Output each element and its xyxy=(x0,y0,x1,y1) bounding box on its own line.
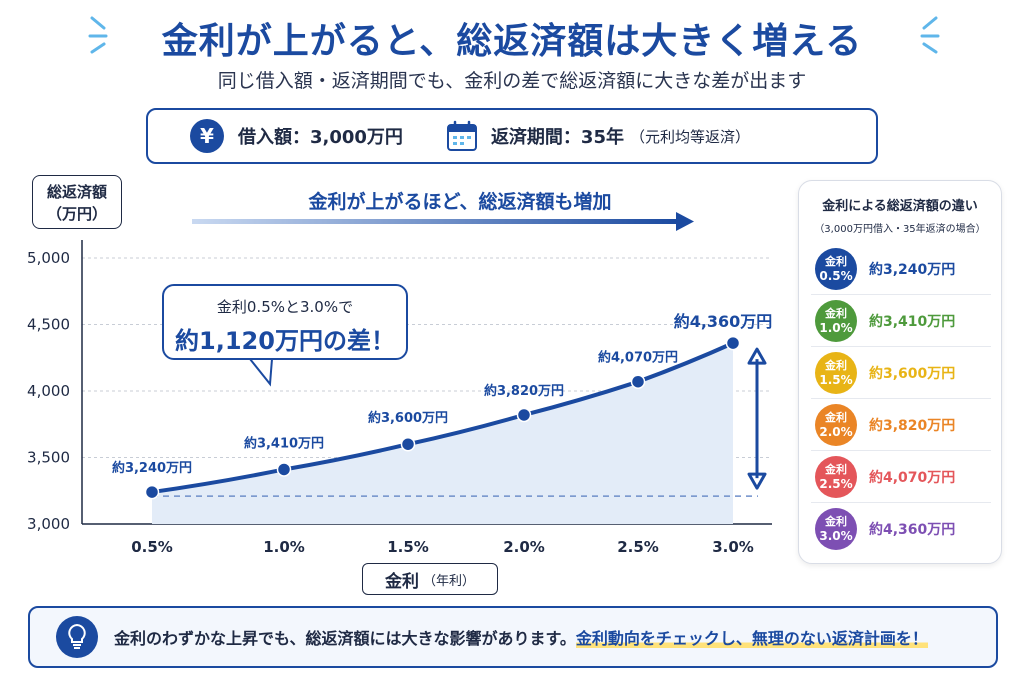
rate-badge: 金利 1.5% xyxy=(815,351,857,394)
repayment-period-label: 返済期間：35年 xyxy=(490,127,624,148)
rate-comparison-panel: 金利による総返済額の違い （3,000万円借入・35年返済の場合） 金利 0.5%… xyxy=(798,180,1002,564)
x-tick-label: 2.0% xyxy=(503,538,545,556)
repayment-method-note: （元利均等返済） xyxy=(630,127,751,146)
rate-total-value: 約4,360万円 xyxy=(869,522,956,538)
rate-badge: 金利 2.0% xyxy=(815,403,857,446)
y-axis-label-line2: （万円） xyxy=(46,205,107,223)
tip-main-text: 金利のわずかな上昇でも、総返済額には大きな影響があります。 xyxy=(114,629,576,648)
x-tick-label: 2.5% xyxy=(617,538,659,556)
y-axis-label: 総返済額 （万円） xyxy=(32,175,122,229)
rate-badge-value: 0.5% xyxy=(819,268,853,283)
loan-conditions-box: ¥ 借入額：3,000万円 返済期間：35年 （元利均等返済） xyxy=(146,108,878,164)
rate-badge-label: 金利 xyxy=(825,254,847,268)
callout-line1: 金利0.5%と3.0%で xyxy=(216,298,354,316)
rate-total-value: 約3,600万円 xyxy=(869,365,956,382)
difference-arrow xyxy=(747,347,767,490)
trend-arrow xyxy=(192,212,694,231)
rate-total-value: 約3,820万円 xyxy=(869,417,956,434)
repayment-period: 返済期間：35年 （元利均等返済） xyxy=(445,119,750,153)
x-tick-label: 3.0% xyxy=(712,538,754,556)
page-subtitle: 同じ借入額・返済期間でも、金利の差で総返済額に大きな差が出ます xyxy=(217,70,807,92)
y-tick-label: 3,000 xyxy=(27,515,70,533)
calendar-icon xyxy=(446,120,477,151)
x-axis-label: 金利 （年利） xyxy=(362,563,498,595)
x-axis-label-note: （年利） xyxy=(422,573,475,589)
left-sparkle-icon xyxy=(86,14,126,54)
rate-badge: 金利 2.5% xyxy=(815,455,857,498)
rate-badge-value: 2.0% xyxy=(819,424,853,439)
chart-title: 金利が上がるほど、総返済額も増加 xyxy=(308,191,612,213)
data-label: 約3,820万円 xyxy=(484,383,564,399)
y-axis-label-line1: 総返済額 xyxy=(46,183,107,201)
rate-row: 金利 2.5% 約4,070万円 xyxy=(811,451,991,503)
rate-badge: 金利 1.0% xyxy=(815,299,857,342)
rate-row: 金利 0.5% 約3,240万円 xyxy=(811,243,991,295)
data-point xyxy=(516,407,532,423)
y-tick-label: 5,000 xyxy=(27,249,70,267)
page-title: 金利が上がると、総返済額は大きく増える xyxy=(161,21,863,62)
data-point xyxy=(144,484,160,500)
panel-title: 金利による総返済額の違い xyxy=(822,199,978,214)
rate-badge-value: 3.0% xyxy=(819,529,853,543)
data-label: 約4,360万円 xyxy=(674,312,773,331)
rate-badge-label: 金利 xyxy=(825,410,847,424)
data-point xyxy=(400,436,416,452)
rate-row: 金利 3.0% 約4,360万円 xyxy=(811,503,991,555)
rate-row: 金利 1.0% 約3,410万円 xyxy=(811,295,991,347)
rate-badge: 金利 0.5% xyxy=(815,247,857,290)
x-tick-label: 0.5% xyxy=(131,538,173,556)
x-axis-label-text: 金利 xyxy=(384,571,419,592)
rate-badge: 金利 3.0% xyxy=(815,508,857,550)
rate-badge-label: 金利 xyxy=(825,306,847,320)
rate-total-value: 約3,240万円 xyxy=(869,261,956,278)
panel-subtitle: （3,000万円借入・35年返済の場合） xyxy=(814,224,986,235)
data-label: 約3,410万円 xyxy=(244,435,324,451)
data-point xyxy=(630,374,646,389)
tip-box: 金利のわずかな上昇でも、総返済額には大きな影響があります。金利動向をチェックし、… xyxy=(28,606,998,668)
y-tick-label: 3,500 xyxy=(27,449,70,467)
x-tick-label: 1.5% xyxy=(387,538,429,556)
callout-line2: 約1,120万円の差！ xyxy=(175,327,395,355)
data-point xyxy=(276,462,292,477)
y-tick-label: 4,500 xyxy=(27,316,70,334)
tip-text: 金利のわずかな上昇でも、総返済額には大きな影響があります。金利動向をチェックし、… xyxy=(114,625,928,649)
lightbulb-icon xyxy=(56,616,98,658)
rate-badge-value: 1.5% xyxy=(819,372,853,387)
data-point xyxy=(725,335,741,351)
loan-amount-label: 借入額：3,000万円 xyxy=(238,127,403,148)
data-label: 約4,070万円 xyxy=(598,350,678,366)
area-fill xyxy=(152,343,733,524)
rate-badge-label: 金利 xyxy=(825,515,847,528)
yen-icon: ¥ xyxy=(190,119,224,153)
callout-pointer xyxy=(249,358,273,387)
right-sparkle-icon xyxy=(902,14,942,54)
rate-badge-label: 金利 xyxy=(825,358,847,372)
rate-row: 金利 1.5% 約3,600万円 xyxy=(811,347,991,399)
rate-total-value: 約3,410万円 xyxy=(869,313,956,330)
data-label: 約3,240万円 xyxy=(112,460,192,476)
rate-badge-label: 金利 xyxy=(825,462,847,476)
rate-row: 金利 2.0% 約3,820万円 xyxy=(811,399,991,451)
series-line xyxy=(150,341,735,495)
difference-callout: 金利0.5%と3.0%で 約1,120万円の差！ xyxy=(162,284,408,360)
rate-badge-value: 2.5% xyxy=(819,476,853,491)
x-tick-label: 1.0% xyxy=(263,538,305,556)
rate-badge-value: 1.0% xyxy=(819,320,853,335)
data-label: 約3,600万円 xyxy=(368,410,448,426)
y-tick-label: 4,000 xyxy=(27,382,70,400)
tip-highlight-text: 金利動向をチェックし、無理のない返済計画を！ xyxy=(575,629,928,648)
loan-amount: ¥ 借入額：3,000万円 xyxy=(190,119,403,153)
rate-total-value: 約4,070万円 xyxy=(869,469,956,486)
